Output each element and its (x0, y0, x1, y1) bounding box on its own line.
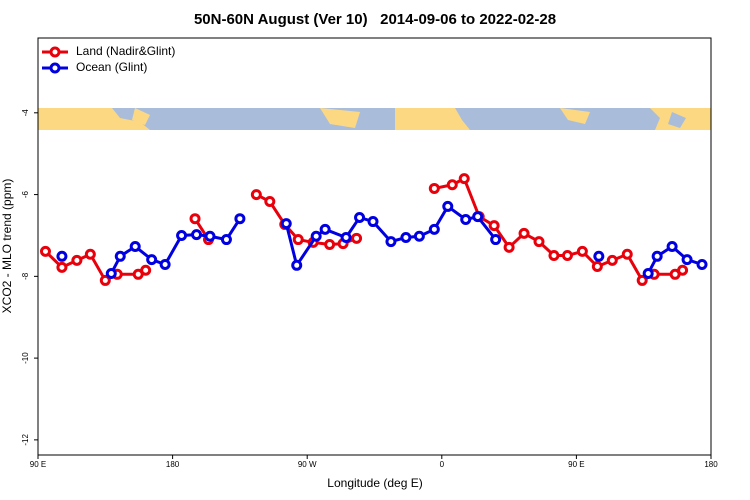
legend-marker (49, 46, 61, 58)
data-point (39, 245, 51, 257)
data-point (114, 250, 126, 262)
data-point (490, 234, 502, 246)
data-point (696, 258, 708, 270)
data-point (220, 234, 232, 246)
data-point (666, 241, 678, 252)
data-point (561, 249, 573, 261)
data-point (56, 261, 68, 273)
legend-label: Land (Nadir&Glint) (76, 44, 175, 58)
data-point (400, 232, 412, 244)
x-tick-label: 0 (440, 460, 445, 469)
chart-title: 50N-60N August (Ver 10) 2014-09-06 to 20… (194, 11, 556, 28)
data-point (129, 241, 141, 252)
series-line (109, 217, 242, 275)
data-point (292, 234, 304, 246)
data-point (280, 218, 292, 230)
data-point (140, 264, 152, 276)
data-point (310, 230, 322, 242)
data-point (576, 245, 588, 257)
data-point (428, 223, 440, 235)
data-point (264, 196, 276, 208)
x-tick-label: 180 (166, 460, 180, 469)
data-point (548, 249, 560, 261)
y-tick-label: -6 (21, 190, 30, 198)
x-tick-label: 180 (704, 460, 718, 469)
data-point (503, 241, 515, 253)
data-point (351, 232, 363, 244)
data-point (250, 189, 262, 201)
x-tick-label: 90 W (298, 460, 317, 469)
data-point (591, 261, 603, 273)
legend-label: Ocean (Glint) (76, 60, 147, 74)
data-point (518, 227, 530, 239)
data-point (324, 238, 336, 250)
data-point (146, 254, 158, 266)
map-band (38, 108, 711, 130)
series-line (434, 176, 684, 283)
y-tick-label: -12 (21, 434, 30, 446)
data-point (71, 254, 83, 266)
legend-marker (49, 62, 61, 74)
data-point (642, 267, 654, 279)
y-tick-label: -10 (21, 352, 30, 364)
y-tick-label: -8 (21, 272, 30, 280)
data-point (681, 254, 693, 266)
x-tick-label: 90 E (30, 460, 46, 469)
data-point (176, 229, 188, 241)
x-axis-label: Longitude (deg E) (327, 476, 422, 490)
data-point (621, 248, 633, 260)
plot-frame (37, 37, 712, 456)
data-point (204, 230, 216, 242)
data-point (385, 236, 397, 248)
data-point (367, 216, 379, 228)
data-point (105, 267, 117, 279)
data-point (651, 250, 663, 262)
data-point (606, 254, 618, 266)
data-point (636, 274, 648, 286)
data-point (84, 248, 96, 260)
x-tick-label: 90 E (568, 460, 584, 469)
data-point (340, 232, 352, 244)
data-point (413, 230, 425, 242)
data-point (234, 213, 246, 225)
data-point (291, 259, 303, 271)
data-point (442, 200, 454, 212)
data-point (446, 179, 458, 191)
data-point (677, 264, 689, 276)
data-point (488, 220, 500, 232)
data-point (56, 250, 68, 262)
data-point (458, 173, 470, 185)
data-point (460, 214, 472, 226)
y-axis-label: XCO2 - MLO trend (ppm) (0, 179, 14, 314)
data-point (191, 229, 203, 241)
data-point (189, 213, 201, 225)
data-point (99, 274, 111, 286)
y-tick-label: -4 (21, 109, 30, 117)
data-point (472, 211, 484, 223)
data-point (428, 182, 440, 194)
data-point (354, 211, 366, 223)
data-point (533, 236, 545, 248)
data-point (159, 258, 171, 270)
data-point (593, 250, 605, 262)
data-point (319, 223, 331, 235)
